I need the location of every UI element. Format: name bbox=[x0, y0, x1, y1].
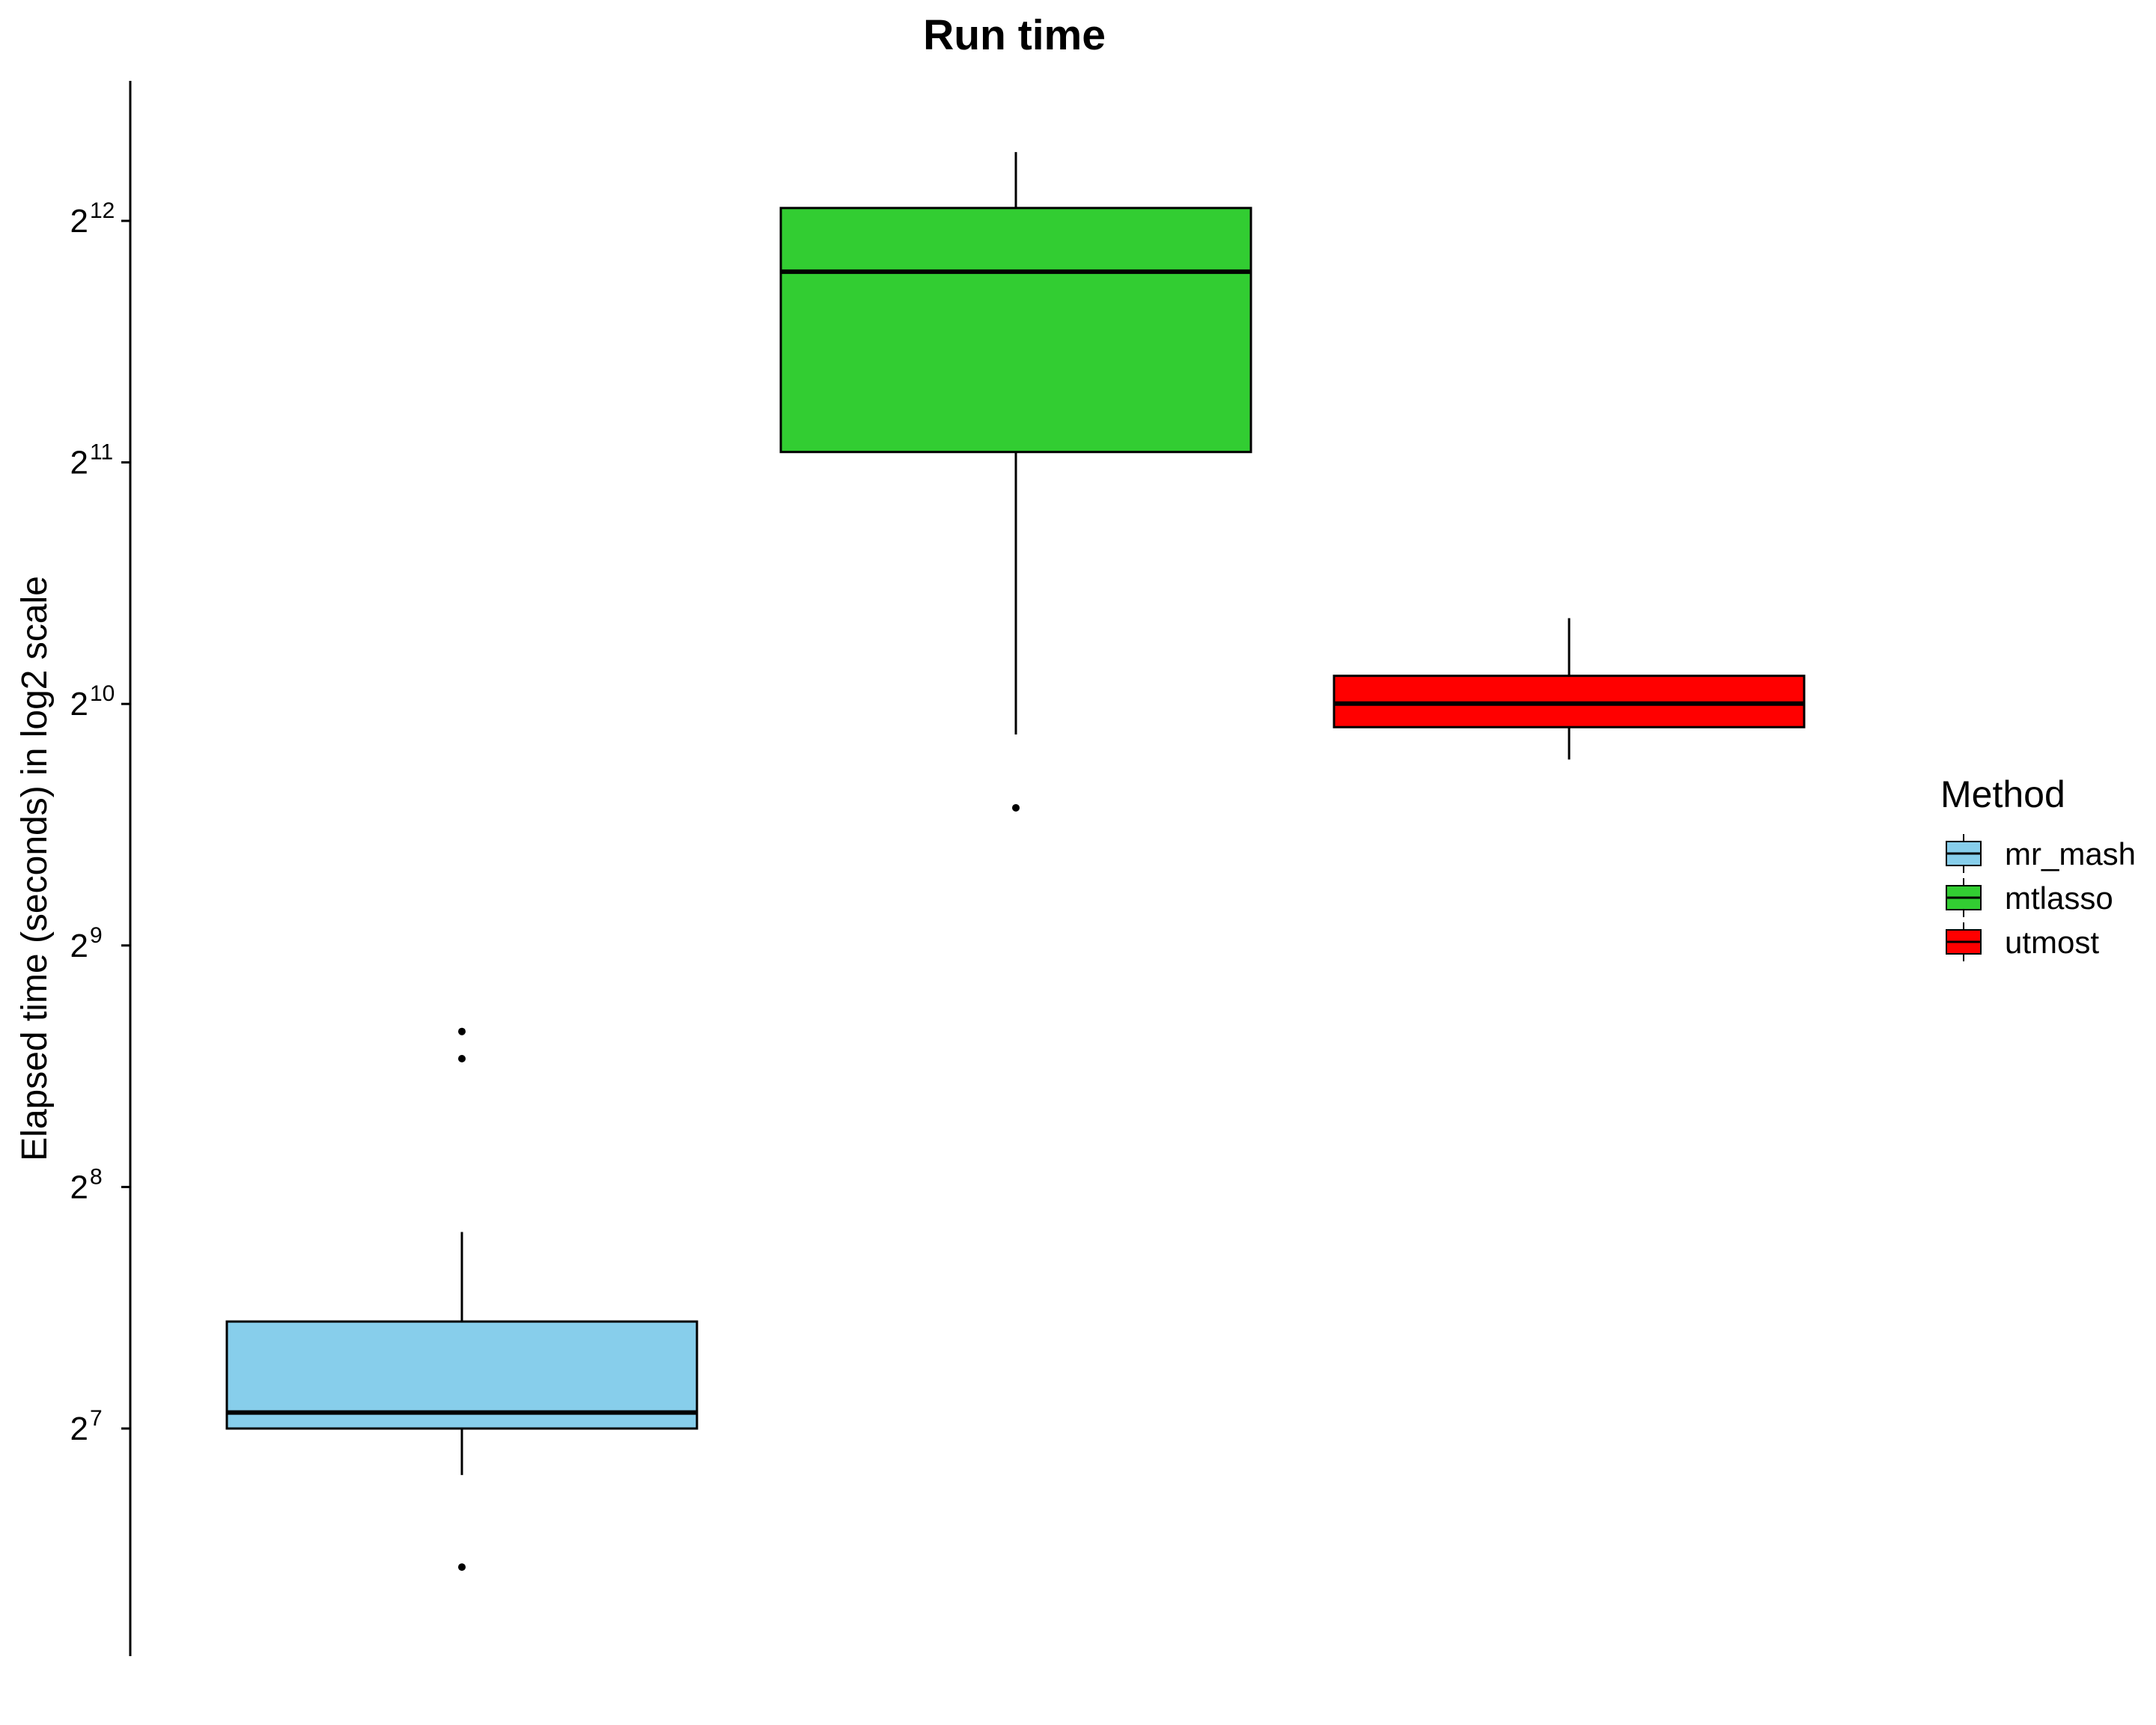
outlier-point bbox=[458, 1027, 466, 1035]
y-axis-label: Elapsed time (seconds) in log2 scale bbox=[15, 576, 55, 1161]
legend-label: mtlasso bbox=[2005, 880, 2113, 916]
legend-title: Method bbox=[1940, 773, 2065, 815]
legend-item-mtlasso: mtlasso bbox=[1946, 878, 2113, 917]
y-axis-ticks: 2 72 82 92 102 112 12 bbox=[70, 198, 130, 1447]
legend-item-mr_mash: mr_mash bbox=[1946, 834, 2136, 873]
chart-title: Run time bbox=[923, 11, 1106, 59]
legend-item-utmost: utmost bbox=[1946, 922, 2099, 961]
y-tick-label: 2 bbox=[70, 1169, 88, 1205]
y-tick-exponent: 12 bbox=[90, 198, 115, 223]
y-tick-label: 2 bbox=[70, 1411, 88, 1447]
outlier-point bbox=[1012, 803, 1020, 812]
box-utmost bbox=[1333, 618, 1806, 760]
y-tick-label: 2 bbox=[70, 686, 88, 722]
y-tick-label: 2 bbox=[70, 445, 88, 481]
legend-label: mr_mash bbox=[2005, 836, 2136, 871]
y-tick-label: 2 bbox=[70, 203, 88, 240]
box-mr_mash bbox=[225, 1027, 698, 1572]
box-mtlasso bbox=[779, 152, 1252, 812]
box-iqr bbox=[779, 207, 1252, 454]
outlier-point bbox=[458, 1563, 466, 1572]
y-tick-exponent: 8 bbox=[90, 1164, 103, 1189]
outlier-point bbox=[458, 1054, 466, 1062]
y-tick-exponent: 7 bbox=[90, 1406, 103, 1431]
y-tick-exponent: 9 bbox=[90, 923, 103, 948]
y-tick-exponent: 11 bbox=[90, 440, 113, 465]
y-tick-exponent: 10 bbox=[90, 681, 115, 706]
y-tick-label: 2 bbox=[70, 928, 88, 964]
boxes-layer bbox=[225, 152, 1806, 1572]
legend-label: utmost bbox=[2005, 925, 2099, 960]
